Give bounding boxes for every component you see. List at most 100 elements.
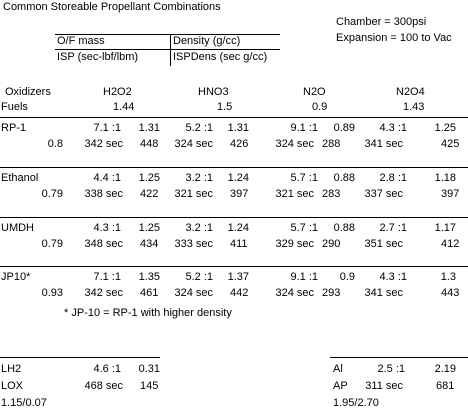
isp-density: 397 [441,188,460,200]
oxidizer-name: AP [333,380,348,392]
legend-item: ISPDens (sec g/cc) [173,51,268,63]
density: 1.18 [434,172,456,184]
oxidizer-density: 1.44 [113,101,135,113]
density: 0.31 [138,363,160,375]
rule [55,34,280,35]
isp: 341 sec [364,138,403,150]
isp-density: 145 [140,380,159,392]
fuel-name: Al [333,363,343,375]
density: 1.31 [227,122,249,134]
isp-density: 681 [436,380,455,392]
of-ratio: 5.2 :1 [185,122,213,134]
of-ratio: 4.3 :1 [379,122,407,134]
isp: 342 sec [84,287,123,299]
isp: 321 sec [174,188,213,200]
density: 1.25 [434,122,456,134]
rule [0,217,468,218]
legend-item: Density (g/cc) [173,35,241,47]
isp-density: 425 [441,138,460,150]
of-ratio: 4.4 :1 [93,172,121,184]
density: 2.19 [434,363,456,375]
density: 0.88 [333,172,355,184]
of-ratio: 9.1 :1 [290,122,318,134]
oxidizer-name: H2O2 [103,86,132,98]
density: 1.24 [227,222,249,234]
legend-item: ISP (sec-lbf/lbm) [57,51,139,63]
of-ratio: 5.2 :1 [185,271,213,283]
isp: 329 sec [275,238,314,250]
isp: 324 sec [174,287,213,299]
densities: 1.15/0.07 [1,397,47,409]
isp: 341 sec [364,287,403,299]
of-ratio: 9.1 :1 [290,271,318,283]
fuel-density: 0.8 [47,138,63,150]
rule [0,167,468,168]
of-ratio: 2.8 :1 [379,172,407,184]
of-ratio: 3.2 :1 [185,172,213,184]
isp-density: 412 [441,238,460,250]
oxidizer-name: HNO3 [198,86,229,98]
isp: 351 sec [364,238,403,250]
oxidizer-name: LOX [1,380,24,392]
isp: 324 sec [275,138,314,150]
isp: 333 sec [174,238,213,250]
isp-density: 443 [441,287,460,299]
isp-density: 461 [140,287,159,299]
isp-density: 442 [230,287,249,299]
fuels-label: Fuels [1,101,28,113]
density: 0.88 [333,222,355,234]
isp: 342 sec [84,138,123,150]
isp: 337 sec [364,188,403,200]
legend-item: O/F mass [57,35,105,47]
of-ratio: 2.5 :1 [377,363,405,375]
oxidizers-label: Oxidizers [5,86,51,98]
isp-density: 422 [140,188,159,200]
isp: 324 sec [275,287,314,299]
rule [0,266,468,267]
isp-density: 434 [140,238,159,250]
fuel-name: LH2 [1,363,22,375]
isp: 324 sec [174,138,213,150]
of-ratio: 4.3 :1 [379,271,407,283]
rule [0,117,468,118]
note: * JP-10 = RP-1 with higher density [64,307,232,319]
oxidizer-density: 0.9 [312,101,328,113]
oxidizer-density: 1.5 [217,101,233,113]
oxidizer-name: N2O4 [396,86,425,98]
of-ratio: 4.6 :1 [93,363,121,375]
fuel-density: 0.79 [41,188,63,200]
rule [55,49,280,50]
isp: 348 sec [84,238,123,250]
rule [0,357,160,358]
condition: Expansion = 100 to Vac [336,32,452,44]
of-ratio: 7.1 :1 [93,271,121,283]
rule [330,357,468,358]
fuel-name: RP-1 [1,122,27,134]
isp: 338 sec [84,188,123,200]
of-ratio: 2.7 :1 [379,222,407,234]
title: Common Storeable Propellant Combinations [3,1,221,13]
isp-density: 448 [140,138,159,150]
oxidizer-name: N2O [303,86,326,98]
of-ratio: 5.7 :1 [290,172,318,184]
density: 0.89 [333,122,355,134]
density: 1.3 [440,271,456,283]
isp-density: 293 [322,287,341,299]
density: 0.9 [339,271,355,283]
isp-density: 426 [230,138,249,150]
density: 1.31 [138,122,160,134]
density: 1.35 [138,271,160,283]
density: 1.25 [138,172,160,184]
of-ratio: 4.3 :1 [93,222,121,234]
density: 1.37 [227,271,249,283]
fuel-name: JP10* [1,271,31,283]
density: 1.17 [434,222,456,234]
fuel-name: UMDH [1,222,34,234]
fuel-density: 0.79 [41,238,63,250]
density: 1.25 [138,222,160,234]
isp-density: 288 [322,138,341,150]
of-ratio: 3.2 :1 [185,222,213,234]
of-ratio: 7.1 :1 [93,122,121,134]
condition: Chamber = 300psi [336,16,427,28]
isp: 321 sec [275,188,314,200]
